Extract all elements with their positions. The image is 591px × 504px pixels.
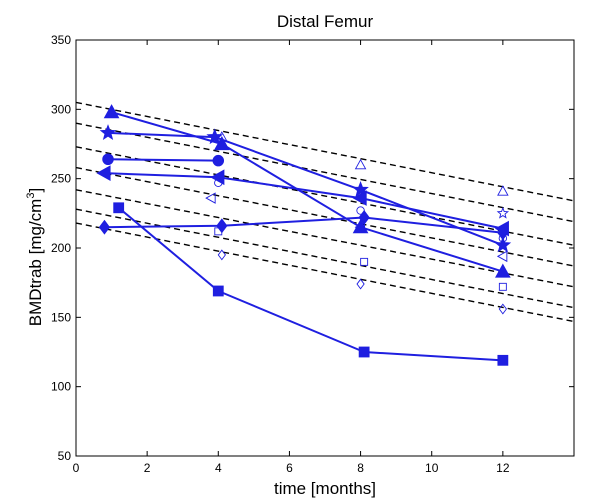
y-tick-label: 200 [51,241,71,255]
triangle-left-marker [210,169,225,186]
diamond-marker [98,219,111,235]
star-marker [494,236,512,253]
series-line [107,158,219,162]
square-marker [498,282,507,291]
circle-marker [214,178,223,188]
y-axis-title: BMDtrab [mg/cm3] [25,188,45,326]
series-line [107,131,504,247]
series-line [118,207,503,362]
x-axis-title: time [months] [274,479,376,498]
reference-line [76,189,574,288]
diamond-marker [217,249,226,261]
series-line [104,216,503,234]
triangle-left-marker [205,192,216,204]
square-marker [497,354,509,366]
series-diamond [98,210,509,241]
circle-marker [102,153,114,166]
reference-line [76,166,574,267]
circle-marker [212,154,225,167]
reference-line [76,101,574,202]
triangle-left-marker [496,250,508,263]
star-marker [352,181,369,197]
x-tick-label: 0 [73,461,80,475]
triangle-up-marker [103,104,120,119]
triangle-up-marker [216,131,228,142]
reference-line [76,146,574,246]
chart-title: Distal Femur [277,12,374,31]
y-axis-title-sup: 3 [25,193,37,199]
series-square [113,202,509,366]
x-tick-label: 6 [286,461,293,475]
square-marker [358,346,370,358]
plot-area [76,101,574,366]
x-tick-label: 4 [215,461,222,475]
triangle-up-marker [354,158,367,170]
x-tick-label: 8 [357,461,364,475]
series-star [99,124,512,253]
axis-ticks: 0 2 4 6 8 10 12 50 100 150 200 250 300 350 [51,33,574,475]
circle-marker [356,206,365,215]
diamond-marker [498,303,507,315]
open-markers [205,131,510,315]
square-marker [360,257,369,266]
reference-line [76,222,574,323]
triangle-up-marker [495,263,511,278]
series-circle [102,153,225,167]
star-marker [496,206,510,219]
square-marker [113,202,125,214]
y-tick-label: 50 [58,449,72,463]
series-triangle-up [103,104,511,278]
y-tick-label: 150 [51,310,71,324]
square-marker [212,285,224,297]
triangle-up-marker [497,185,509,196]
square-marker [214,227,223,236]
triangle-left-marker [96,165,111,181]
y-axis-title-end: ] [26,188,45,193]
diamond-marker [497,225,509,241]
y-tick-label: 350 [51,33,71,47]
y-tick-label: 250 [51,172,71,186]
triangle-left-marker [354,221,366,233]
x-tick-label: 10 [425,461,439,475]
series-layer [96,104,512,366]
reference-line [76,208,574,309]
triangle-up-marker [213,135,230,151]
y-tick-label: 100 [51,380,71,394]
series-line [104,172,504,230]
x-tick-label: 12 [496,461,510,475]
star-marker [99,124,117,140]
series-line [111,111,504,273]
plot-frame [75,39,575,457]
triangle-left-marker [352,190,367,206]
y-axis-title-main: BMDtrab [mg/cm [26,199,45,327]
diamond-marker [356,278,365,290]
y-tick-label: 300 [51,102,71,116]
circle-marker [498,234,508,243]
x-tick-label: 2 [144,461,151,475]
reference-line [76,122,574,223]
